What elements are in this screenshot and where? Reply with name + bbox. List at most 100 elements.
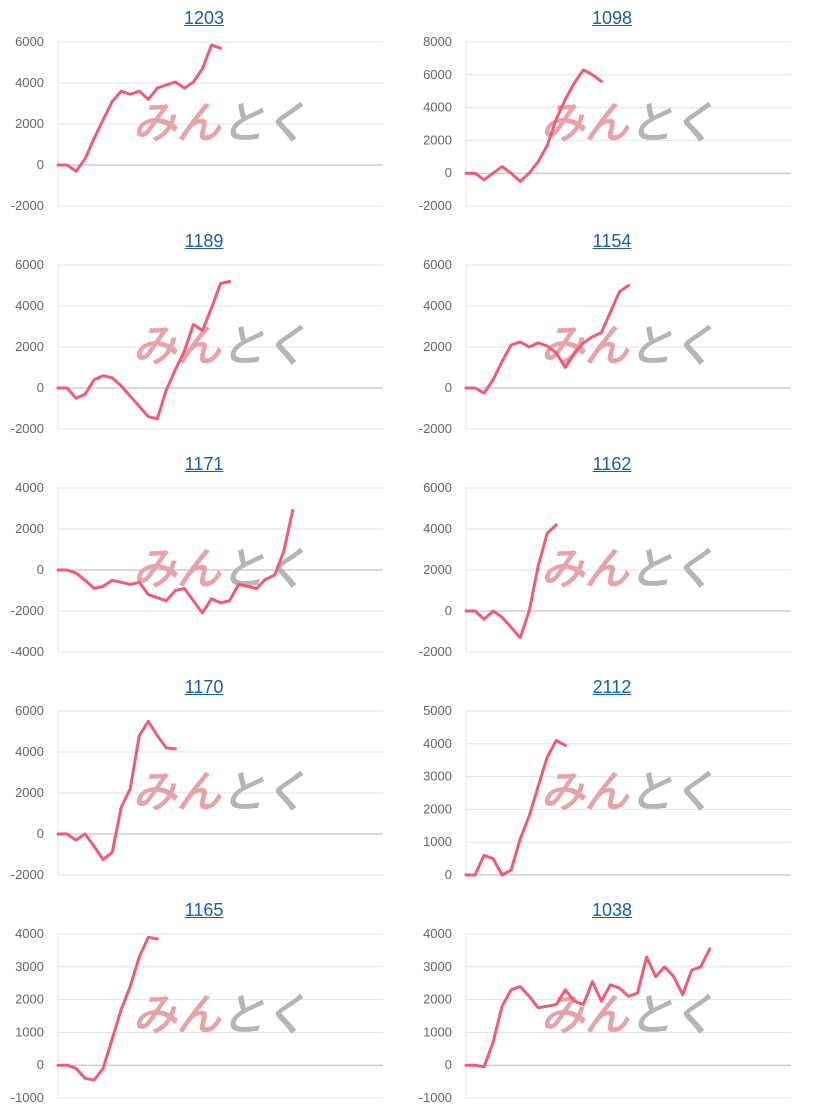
- line-chart: 6000 4000 2000 0 -2000 みんとく: [11, 34, 383, 213]
- y-tick-label: 4000: [423, 521, 452, 536]
- y-tick-label: 0: [445, 1057, 452, 1072]
- y-tick-label: 2000: [423, 339, 452, 354]
- chart-title-link[interactable]: 2112: [592, 677, 632, 697]
- series-line: [56, 43, 222, 173]
- watermark-part2: とく: [221, 544, 308, 595]
- chart-title-link[interactable]: 1165: [184, 900, 224, 920]
- y-tick-label: 8000: [423, 34, 452, 49]
- y-tick-label: 5000: [423, 703, 452, 718]
- watermark-logo: みんとく: [541, 98, 716, 149]
- watermark-logo: みんとく: [133, 767, 308, 818]
- y-tick-label: 4000: [423, 736, 452, 751]
- series-line: [56, 279, 231, 421]
- chart-panel-1038: 1038 4000 3000 2000 1000 0 -1000 みんとく: [408, 892, 816, 1115]
- chart-panel-2112: 2112 5000 4000 3000 2000 1000 0 みんとく: [408, 669, 816, 892]
- y-tick-label: 0: [445, 165, 452, 180]
- y-tick-label: 0: [445, 603, 452, 618]
- chart-title-link[interactable]: 1154: [592, 231, 632, 251]
- line-chart: 5000 4000 3000 2000 1000 0 みんとく: [423, 703, 791, 882]
- watermark-part2: とく: [629, 990, 716, 1041]
- watermark-part2: とく: [629, 321, 716, 372]
- y-tick-label: 6000: [15, 34, 44, 49]
- y-tick-label: 1000: [423, 834, 452, 849]
- watermark-logo: みんとく: [541, 321, 716, 372]
- y-tick-label: -2000: [11, 603, 44, 618]
- y-tick-label: 0: [37, 1057, 44, 1072]
- line-chart: 6000 4000 2000 0 -2000 みんとく: [419, 480, 791, 659]
- y-tick-label: 4000: [423, 926, 452, 941]
- y-tick-label: 2000: [423, 801, 452, 816]
- series-line: [464, 739, 567, 877]
- y-tick-label: -4000: [11, 644, 44, 659]
- y-tick-label: 2000: [423, 132, 452, 147]
- y-tick-label: 2000: [15, 116, 44, 131]
- watermark-logo: みんとく: [541, 544, 716, 595]
- chart-panel-1189: 1189 6000 4000 2000 0 -2000 みんとく: [0, 223, 408, 446]
- watermark-logo: みんとく: [133, 544, 308, 595]
- y-tick-label: 0: [445, 380, 452, 395]
- y-tick-label: -2000: [419, 198, 452, 213]
- y-tick-label: 2000: [423, 562, 452, 577]
- y-tick-label: 1000: [15, 1024, 44, 1039]
- chart-panel-1098: 1098 8000 6000 4000 2000 0 -2000 みんとく: [408, 0, 816, 223]
- line-chart: 4000 2000 0 -2000 -4000 みんとく: [11, 480, 383, 659]
- chart-title-link[interactable]: 1098: [591, 8, 633, 28]
- y-tick-label: -2000: [11, 421, 44, 436]
- series-line: [56, 935, 159, 1082]
- y-tick-label: 0: [37, 157, 44, 172]
- y-tick-label: 2000: [15, 521, 44, 536]
- series-line: [464, 68, 603, 183]
- y-tick-label: 0: [37, 826, 44, 841]
- line-chart: 6000 4000 2000 0 -2000 みんとく: [11, 257, 383, 436]
- watermark-part2: とく: [221, 767, 308, 818]
- chart-title-link[interactable]: 1203: [183, 8, 225, 28]
- y-tick-label: 4000: [15, 75, 44, 90]
- y-tick-label: 0: [37, 380, 44, 395]
- watermark-part1: みん: [133, 98, 223, 149]
- y-tick-label: 6000: [15, 257, 44, 272]
- series-line: [56, 719, 177, 862]
- chart-panel-1170: 1170 6000 4000 2000 0 -2000 みんとく: [0, 669, 408, 892]
- watermark-part2: とく: [629, 767, 716, 818]
- watermark-part1: みん: [133, 767, 223, 818]
- series-line: [56, 509, 295, 615]
- y-tick-label: -1000: [11, 1090, 44, 1105]
- y-tick-label: -2000: [419, 421, 452, 436]
- y-tick-label: 3000: [423, 959, 452, 974]
- y-tick-label: 4000: [423, 298, 452, 313]
- line-chart: 6000 4000 2000 0 -2000 みんとく: [419, 257, 791, 436]
- chart-title-link[interactable]: 1189: [184, 231, 224, 251]
- watermark-part1: みん: [541, 321, 631, 372]
- series-line: [464, 523, 558, 640]
- watermark-part2: とく: [629, 544, 716, 595]
- watermark-part2: とく: [629, 98, 716, 149]
- y-tick-label: 4000: [15, 926, 44, 941]
- chart-panel-1203: 1203 6000 4000 2000 0 -2000 みんとく: [0, 0, 408, 223]
- chart-title-link[interactable]: 1038: [591, 900, 633, 920]
- y-tick-label: -2000: [11, 867, 44, 882]
- chart-title-link[interactable]: 1171: [184, 454, 224, 474]
- y-tick-label: 4000: [15, 480, 44, 495]
- y-tick-label: 3000: [15, 959, 44, 974]
- y-tick-label: 2000: [15, 339, 44, 354]
- y-tick-label: 3000: [423, 769, 452, 784]
- y-tick-label: 0: [445, 867, 452, 882]
- y-tick-label: 6000: [15, 703, 44, 718]
- chart-title-link[interactable]: 1162: [592, 454, 632, 474]
- watermark-part1: みん: [133, 544, 223, 595]
- y-tick-label: 6000: [423, 67, 452, 82]
- y-tick-label: 2000: [423, 992, 452, 1007]
- watermark-part1: みん: [541, 544, 631, 595]
- y-tick-label: 4000: [15, 298, 44, 313]
- watermark-part2: とく: [221, 990, 308, 1041]
- watermark-logo: みんとく: [541, 767, 716, 818]
- y-tick-label: 6000: [423, 257, 452, 272]
- y-tick-label: -1000: [419, 1090, 452, 1105]
- series-line: [464, 947, 712, 1069]
- y-tick-label: 2000: [15, 992, 44, 1007]
- y-tick-label: -2000: [419, 644, 452, 659]
- chart-title-link[interactable]: 1170: [184, 677, 224, 697]
- line-chart: 6000 4000 2000 0 -2000 みんとく: [11, 703, 383, 882]
